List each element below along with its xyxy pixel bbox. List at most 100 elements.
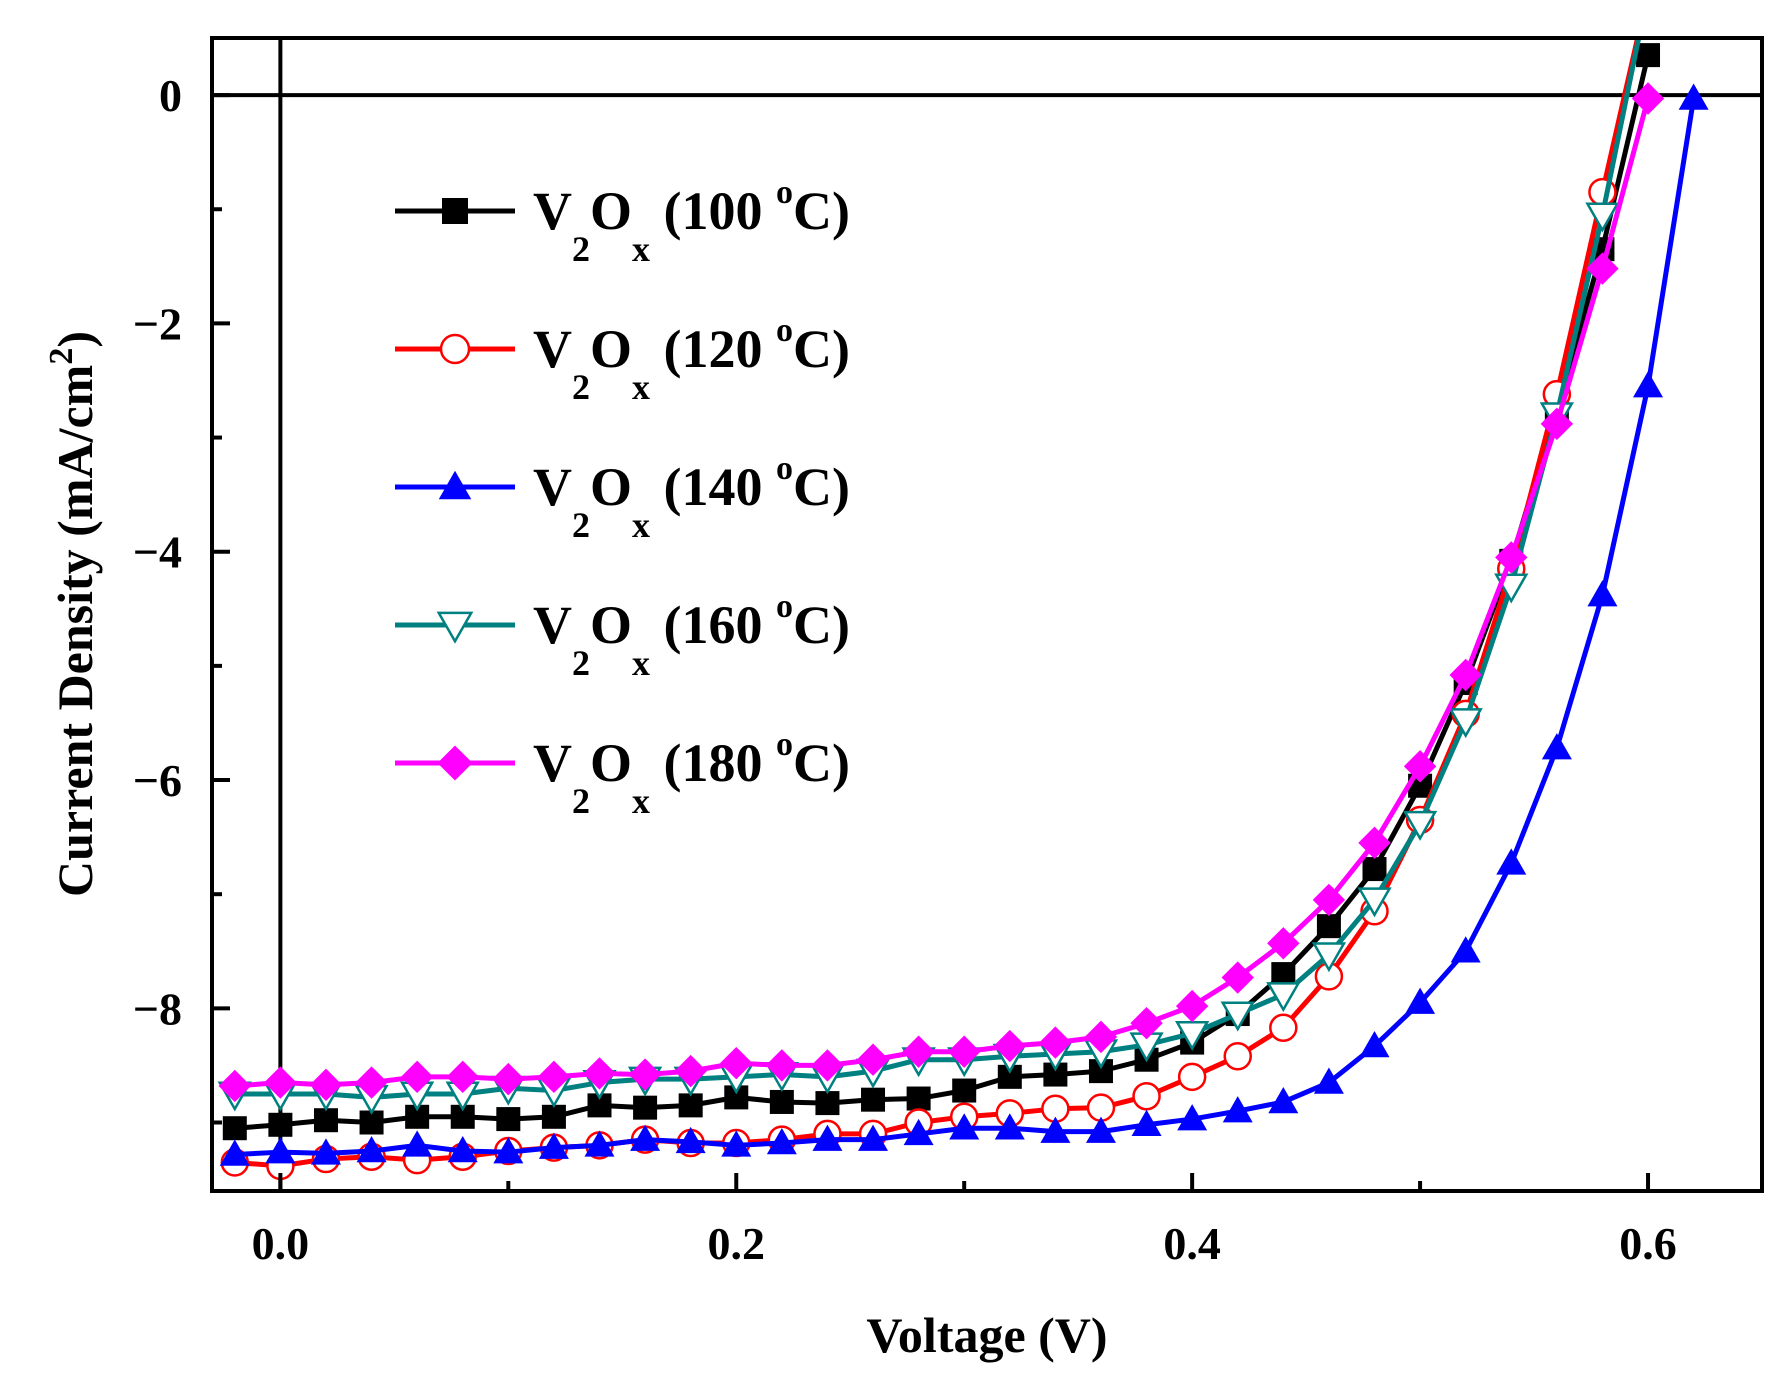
data-point — [1448, 708, 1483, 739]
data-point — [628, 1058, 662, 1091]
legend-label-part: O — [590, 457, 632, 517]
data-point — [1403, 750, 1437, 783]
series-5 — [218, 82, 1665, 1103]
data-point — [769, 1089, 794, 1114]
legend-label-part: O — [590, 181, 632, 241]
data-point — [721, 1130, 752, 1157]
x-tick-label: 0.2 — [708, 1218, 766, 1269]
legend-label-part: 2 — [572, 643, 590, 683]
legend-item-5: V2Ox (180 oC) — [395, 726, 850, 821]
data-point — [1040, 1116, 1071, 1143]
legend-label-part: o — [776, 312, 793, 349]
plot-frame — [210, 36, 1764, 1193]
data-point — [310, 1138, 341, 1165]
data-point — [541, 1104, 566, 1129]
data-point — [766, 1128, 797, 1155]
data-point — [264, 1066, 297, 1099]
data-point — [1585, 202, 1620, 233]
y-tick-label: 0 — [159, 70, 182, 121]
data-point — [675, 1126, 706, 1154]
x-axis-title: Voltage (V) — [866, 1307, 1107, 1363]
data-point — [1449, 658, 1482, 692]
y-axis-title-sup: 2 — [43, 348, 80, 365]
data-point — [496, 1107, 521, 1132]
data-point — [906, 1086, 931, 1111]
legend-label-part: 2 — [572, 505, 590, 545]
legend-item-3: V2Ox (140 oC) — [395, 450, 850, 545]
legend-label-part: (120 — [650, 319, 776, 379]
legend-label-part: C) — [793, 319, 850, 379]
data-point — [447, 1136, 478, 1163]
data-point — [309, 1068, 343, 1102]
data-point — [436, 611, 474, 644]
data-point — [493, 1137, 524, 1164]
data-point — [1496, 848, 1527, 875]
data-point — [811, 1049, 844, 1082]
data-point — [861, 1087, 886, 1112]
data-point — [1678, 83, 1709, 110]
data-point — [1175, 989, 1209, 1023]
legend-label-part: V — [533, 181, 572, 241]
data-point — [1313, 1067, 1344, 1094]
data-point — [858, 1124, 889, 1151]
data-point — [674, 1054, 707, 1088]
legend-label-part: 2 — [572, 781, 590, 821]
data-point — [1268, 1086, 1299, 1114]
data-point — [1450, 936, 1481, 963]
x-tick-label: 0.4 — [1163, 1218, 1221, 1269]
legend-label-part: o — [776, 726, 793, 763]
data-point — [538, 1132, 569, 1159]
data-point — [402, 1130, 433, 1157]
x-tick-label: 0.6 — [1619, 1218, 1677, 1269]
data-point — [1223, 1042, 1252, 1071]
legend-label-part: x — [632, 367, 650, 407]
series-line — [234, 97, 1651, 1089]
legend-label: V2Ox (180 oC) — [533, 726, 850, 821]
data-point — [1312, 883, 1346, 917]
data-point — [1588, 177, 1617, 207]
data-point — [1039, 1026, 1072, 1059]
x-tick-label: 0.0 — [252, 1218, 310, 1269]
legend-label-part: O — [590, 595, 632, 655]
data-point — [994, 1113, 1025, 1140]
data-point — [812, 1124, 843, 1151]
legend-item-1: V2Ox (100 oC) — [395, 174, 850, 269]
data-point — [952, 1078, 977, 1103]
data-point — [903, 1118, 934, 1146]
ticks-layer: 0.0 0.2 0.4 0.6 0 −2 −4 −6 −8 — [133, 70, 1677, 1269]
series-2 — [220, 38, 1641, 1181]
data-point — [1359, 1031, 1390, 1058]
legend-label-part: C) — [793, 733, 850, 793]
legend-label-part: x — [632, 643, 650, 683]
y-tick-label: −6 — [133, 755, 182, 806]
data-point — [439, 333, 471, 365]
data-point — [1540, 407, 1574, 441]
data-point — [633, 1095, 658, 1120]
legend-label-part: x — [632, 229, 650, 269]
data-point — [219, 1139, 250, 1166]
data-point — [630, 1124, 661, 1151]
legend-label-part: 2 — [572, 367, 590, 407]
data-point — [1269, 1013, 1298, 1043]
data-point — [1495, 541, 1528, 574]
data-point — [1587, 580, 1618, 607]
data-point — [765, 1049, 799, 1082]
data-point — [815, 1091, 840, 1116]
data-point — [265, 1137, 296, 1164]
legend-label-part: x — [632, 781, 650, 821]
data-point — [1633, 371, 1664, 398]
legend-label-part: V — [533, 733, 572, 793]
data-point — [1267, 927, 1300, 960]
data-point — [355, 1066, 388, 1099]
legend-label-part: x — [632, 505, 650, 545]
data-point — [442, 198, 468, 224]
legend-label-part: O — [590, 733, 632, 793]
data-point — [446, 1060, 479, 1094]
y-tick-label: −8 — [133, 983, 182, 1034]
legend-label-part: V — [533, 457, 572, 517]
data-point — [537, 1060, 571, 1094]
data-point — [1220, 1001, 1255, 1032]
series-3 — [219, 83, 1709, 1166]
